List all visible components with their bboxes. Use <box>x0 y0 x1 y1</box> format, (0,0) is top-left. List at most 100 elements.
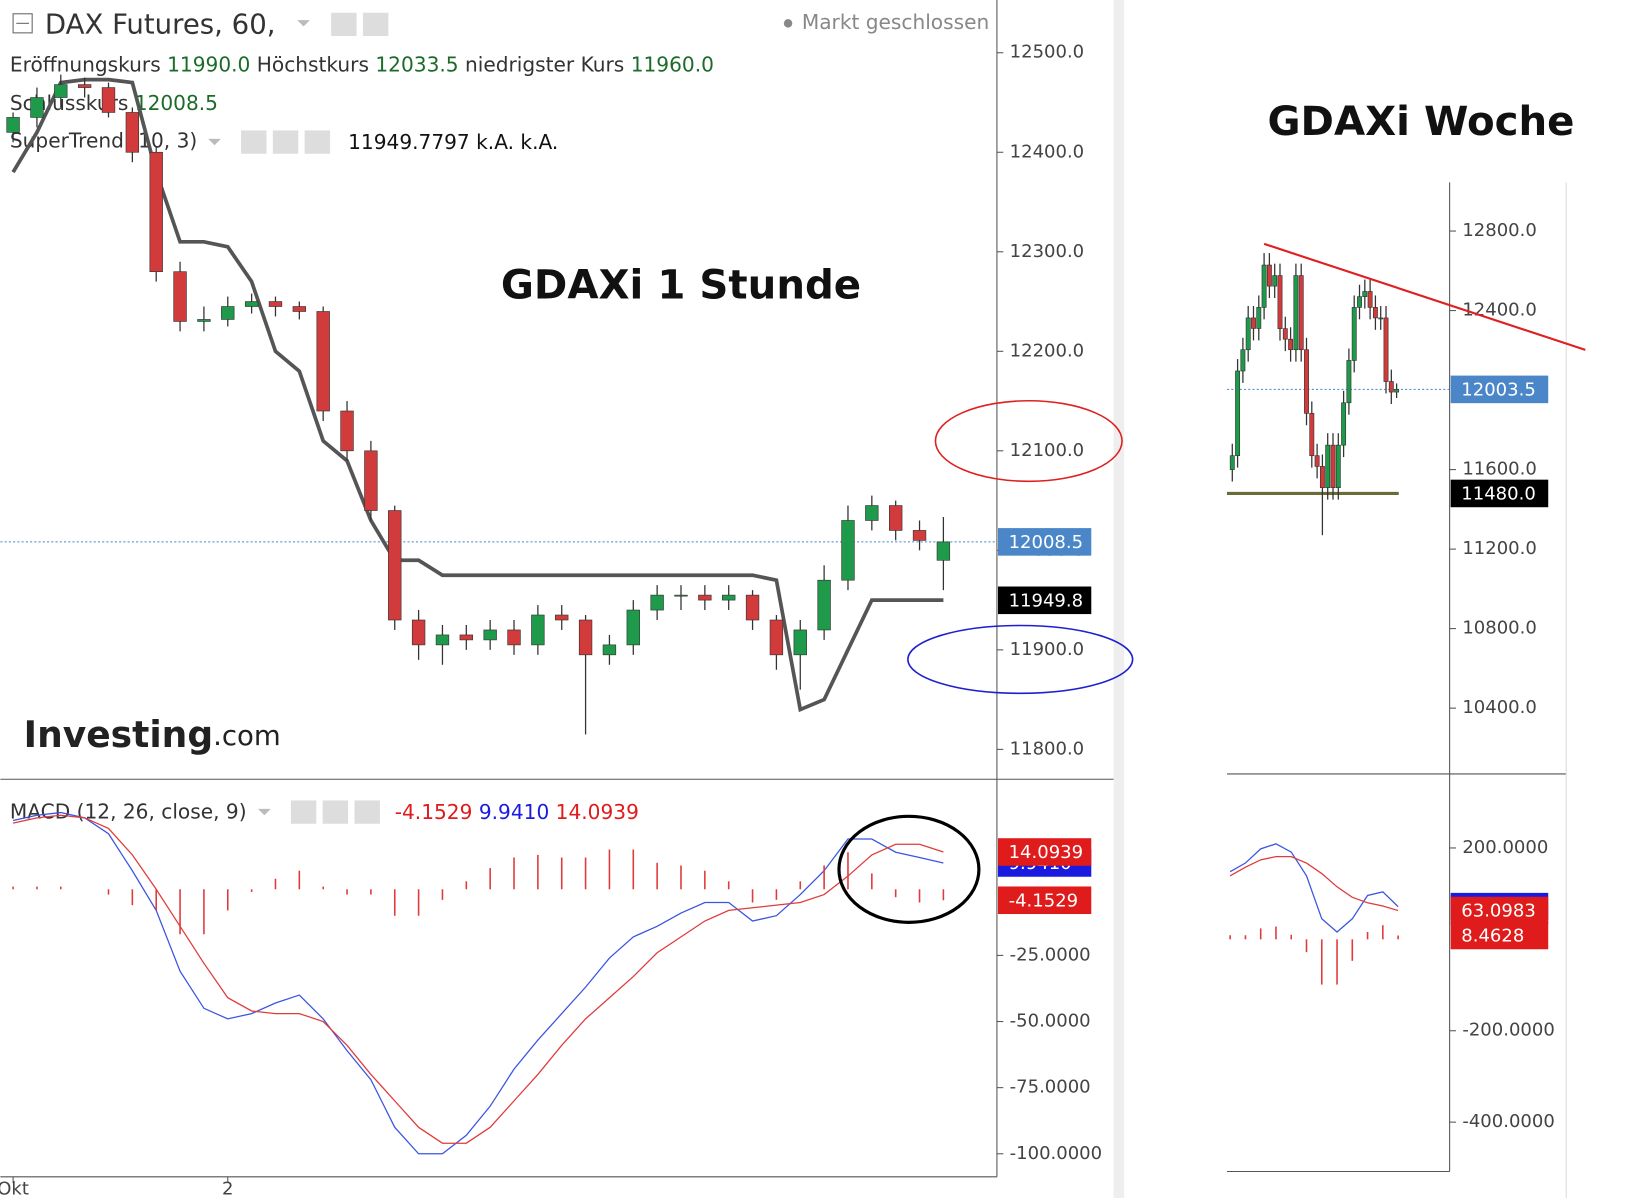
candle-body <box>459 634 473 641</box>
candle-body <box>1367 291 1373 308</box>
candle-body <box>1346 360 1352 404</box>
price-tag-label: -4.1529 <box>1009 890 1079 911</box>
eye-icon[interactable] <box>290 800 317 824</box>
candle-body <box>602 644 617 656</box>
candle-body <box>769 619 784 656</box>
candle-body <box>889 505 903 531</box>
divider <box>1113 0 1125 1198</box>
candle-body <box>1235 370 1241 456</box>
close-icon[interactable] <box>354 800 380 824</box>
indicator-value: -4.1529 <box>395 800 473 824</box>
candle-body <box>817 579 831 631</box>
candle-body <box>626 609 640 646</box>
eye-icon[interactable] <box>241 130 267 154</box>
settings-icon[interactable] <box>272 130 299 154</box>
candle-body <box>1378 317 1384 320</box>
candle-body <box>1288 338 1294 351</box>
settings-icon[interactable] <box>362 12 389 37</box>
ohlc-value: 11990.0 <box>167 52 250 76</box>
candle-body <box>674 594 688 597</box>
candle-body <box>268 301 283 307</box>
price-tag-label: 11480.0 <box>1461 484 1535 505</box>
marks: 11800.011900.012000.012100.012200.012300… <box>0 42 1555 1198</box>
dropdown-icon[interactable] <box>257 808 271 816</box>
candle-body <box>1251 317 1256 329</box>
indicator-readout: -4.1529 9.9410 14.0939 <box>395 800 639 824</box>
indicator-readout: 11949.7797 k.A. k.A. <box>348 130 558 154</box>
candle-body <box>1282 328 1288 340</box>
eye-icon[interactable] <box>331 12 357 37</box>
price-tag <box>1450 479 1549 508</box>
candle-body <box>1372 307 1378 319</box>
ohlc-row: Eröffnungskurs 11990.0 Höchstkurs 12033.… <box>10 52 714 76</box>
market-status: Markt geschlossen <box>802 10 989 34</box>
candle-body <box>1388 381 1394 393</box>
trend-line <box>1263 242 1586 351</box>
candle-body <box>1351 307 1357 361</box>
candle-body <box>531 614 545 646</box>
y-tick-label: 11600.0 <box>1462 459 1536 480</box>
candle-body <box>30 97 44 118</box>
indicator-legend: MACD (12, 26, close, 9) <box>10 800 247 824</box>
macd-line <box>12 811 944 1155</box>
collapse-icon[interactable] <box>12 13 33 34</box>
y-tick-label: 12100.0 <box>1010 440 1085 461</box>
candle-body <box>54 84 68 98</box>
logo-suffix: .com <box>213 720 281 752</box>
indicator-value: k.A. <box>520 130 558 154</box>
y-tick-label: 12400.0 <box>1010 141 1085 162</box>
highlight-circle <box>934 399 1123 483</box>
candle-body <box>912 530 927 541</box>
macd-line <box>1229 856 1399 912</box>
highlight-circle <box>837 814 981 924</box>
y-tick-label: 10400.0 <box>1462 697 1536 718</box>
settings-icon[interactable] <box>322 800 349 824</box>
y-tick-label: -400.0000 <box>1462 1111 1554 1132</box>
candle-body <box>292 306 307 312</box>
candle-body <box>388 510 402 621</box>
candle-body <box>650 594 664 611</box>
candle-body <box>221 306 235 320</box>
candle-body <box>1256 307 1262 329</box>
logo: Investing.com <box>24 715 281 756</box>
candle-body <box>1298 275 1304 351</box>
y-tick-label: -75.0000 <box>1010 1077 1091 1098</box>
indicator-value: 14.0939 <box>556 800 639 824</box>
candle-body <box>101 87 116 113</box>
candle-body <box>149 151 163 273</box>
candle-body <box>1309 413 1315 456</box>
highlight-circle <box>907 624 1134 695</box>
x-tick-label: Okt <box>0 1179 29 1198</box>
candle-body <box>722 594 736 601</box>
logo-brand: Investing <box>24 715 213 756</box>
candle-body <box>1319 466 1325 488</box>
candle-body <box>507 629 521 646</box>
dropdown-icon[interactable] <box>208 138 221 146</box>
dropdown-icon[interactable] <box>297 20 310 27</box>
candle-body <box>1240 349 1246 372</box>
y-tick-label: 12300.0 <box>1010 241 1085 262</box>
candle-body <box>1261 264 1267 308</box>
candle-body <box>1325 444 1331 488</box>
candle-body <box>340 410 354 452</box>
candle-body <box>793 629 807 656</box>
price-tag <box>1450 921 1549 950</box>
candle-body <box>1341 402 1347 446</box>
y-tick-label: -100.0000 <box>1010 1143 1102 1164</box>
candle-body <box>1266 264 1272 287</box>
candle-body <box>244 301 259 307</box>
y-tick-label: -200.0000 <box>1462 1020 1554 1041</box>
y-tick-label: 12800.0 <box>1462 220 1536 241</box>
y-tick-label: 12500.0 <box>1010 42 1085 63</box>
supertrend-line <box>11 77 944 713</box>
candle-body <box>1383 317 1389 382</box>
macd-line <box>12 814 944 1144</box>
candle-body <box>745 594 760 621</box>
candle-body <box>578 619 593 656</box>
candle-body <box>1304 349 1309 414</box>
indicator-value: 11949.7797 <box>348 130 470 154</box>
candle-body <box>555 614 569 621</box>
close-icon[interactable] <box>304 130 331 154</box>
